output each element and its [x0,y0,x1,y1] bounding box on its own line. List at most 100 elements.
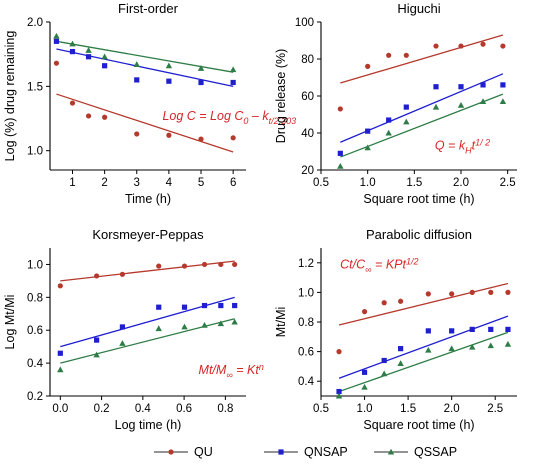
y-tick-label: 2.0 [27,17,43,29]
data-point-qnsap [232,302,238,309]
data-point-qu [480,41,486,47]
data-point-qssap [504,340,512,347]
data-point-qssap [487,342,494,349]
y-tick-label: 1.5 [27,81,43,93]
data-point-qnsap [336,388,342,395]
data-point-qnsap [85,54,92,60]
legend-label-qnsap: QNSAP [304,445,348,459]
y-tick-label: 0.8 [298,317,314,329]
y-tick-label: 20 [301,165,314,177]
data-point-qssap [101,53,108,60]
chart-title: First-order [118,1,179,16]
x-tick-label: 2 [101,177,107,189]
data-point-qu [198,136,204,142]
data-point-qssap [197,65,205,71]
y-tick-label: 60 [301,91,314,103]
data-point-qssap [181,323,188,330]
x-tick-label: 0.2 [94,403,110,415]
x-tick-label: 0.6 [176,403,192,415]
equation-annotation: Q = kHt1/ 2 [435,138,490,156]
fit-line-qnsap [56,48,234,87]
data-point-qssap [380,370,388,377]
data-point-qu [181,263,188,269]
x-tick-label: 5 [198,177,204,189]
data-point-qnsap [181,304,188,310]
fit-line-qnsap [60,296,235,348]
data-point-qssap [57,366,64,373]
y-tick-label: 1.0 [27,146,43,158]
data-point-qssap [432,103,440,110]
data-point-qnsap [102,63,108,69]
data-point-qnsap [449,328,455,334]
fit-line-qssap [338,331,509,393]
legend-marker-qssap [374,448,408,455]
y-axis-label: Drug release (%) [274,49,288,143]
legend-label-qu: QU [194,445,213,459]
data-point-qu [336,349,342,355]
data-point-qnsap [166,78,172,84]
data-point-qu [230,135,236,141]
data-point-qssap [335,392,343,399]
x-axis-label: Time (h) [125,192,171,206]
data-point-qssap [119,340,126,346]
data-point-qu [337,106,343,112]
data-point-qu [94,273,100,279]
y-tick-label: 0.4 [298,376,315,388]
y-tick-label: 0.6 [27,325,43,337]
legend: QU QNSAP QSSAP [0,438,550,468]
fit-line-qssap [60,318,235,364]
data-point-qnsap [198,79,204,86]
chart-panel-first-order: First-order 1 2 3 4 5 6 1.0 1.5 2.0 Time (h) Log (%… [3,1,296,206]
data-point-qssap [457,101,465,108]
legend-label-qssap: QSSAP [414,445,458,459]
data-point-qnsap [458,84,464,90]
data-point-qu [102,114,108,120]
data-point-qssap [93,351,100,358]
x-tick-label: 2.5 [487,403,503,415]
data-point-qssap [155,325,162,332]
data-point-qu [57,283,63,289]
data-point-qssap [53,32,60,39]
data-point-qssap [403,118,410,125]
x-tick-label: 1.0 [360,177,376,189]
data-point-qu [156,263,162,269]
data-point-qnsap [134,77,140,83]
data-point-qssap [217,320,225,327]
legend-marker-qssap-shape [387,448,395,455]
y-tick-label: 0.2 [27,391,43,403]
data-point-qu [398,298,404,304]
data-point-qssap [397,360,404,366]
x-tick-label: 2.0 [444,403,460,415]
fit-line-qssap [56,40,234,73]
data-point-qu [381,300,387,306]
x-tick-label: 0.4 [135,403,152,415]
x-tick-label: 1.5 [406,177,422,189]
x-tick-label: 2.5 [500,177,516,189]
x-tick-label: 0.0 [52,403,68,415]
chart-panel-parabolic-diffusion: Parabolic diffusion 0.5 1.0 1.5 2.0 2.5 0.4 0.6… [274,227,517,432]
data-point-qnsap [425,328,431,334]
data-point-qnsap [94,337,100,343]
figure: First-order 1 2 3 4 5 6 1.0 1.5 2.0 Time (h) Log (%… [3,1,517,432]
data-point-qssap [201,321,208,328]
y-tick-label: 0.4 [27,358,44,370]
x-tick-label: 0.8 [217,403,233,415]
fit-line-qu [60,260,235,282]
data-point-qssap [469,343,476,350]
y-tick-label: 0.6 [298,347,314,359]
chart-title: Parabolic diffusion [366,227,472,242]
data-point-qnsap [398,346,404,352]
data-point-qnsap [53,38,60,44]
y-tick-label: 80 [301,54,314,66]
x-tick-label: 4 [166,177,173,189]
equation-annotation: Log C = Log C0 – kt/2.303 [162,109,296,126]
equation-annotation: Mt/M∞ = Ktn [199,362,264,380]
data-point-qu [69,100,76,106]
data-point-qu [433,43,439,49]
data-point-qu [361,309,368,315]
data-point-qnsap [119,324,126,330]
equation-annotation: Ct/C∞ = KPt1/2 [340,257,418,275]
x-axis-label: Log time (h) [115,418,182,432]
x-tick-label: 2.0 [453,177,469,189]
data-point-qnsap [403,104,409,110]
